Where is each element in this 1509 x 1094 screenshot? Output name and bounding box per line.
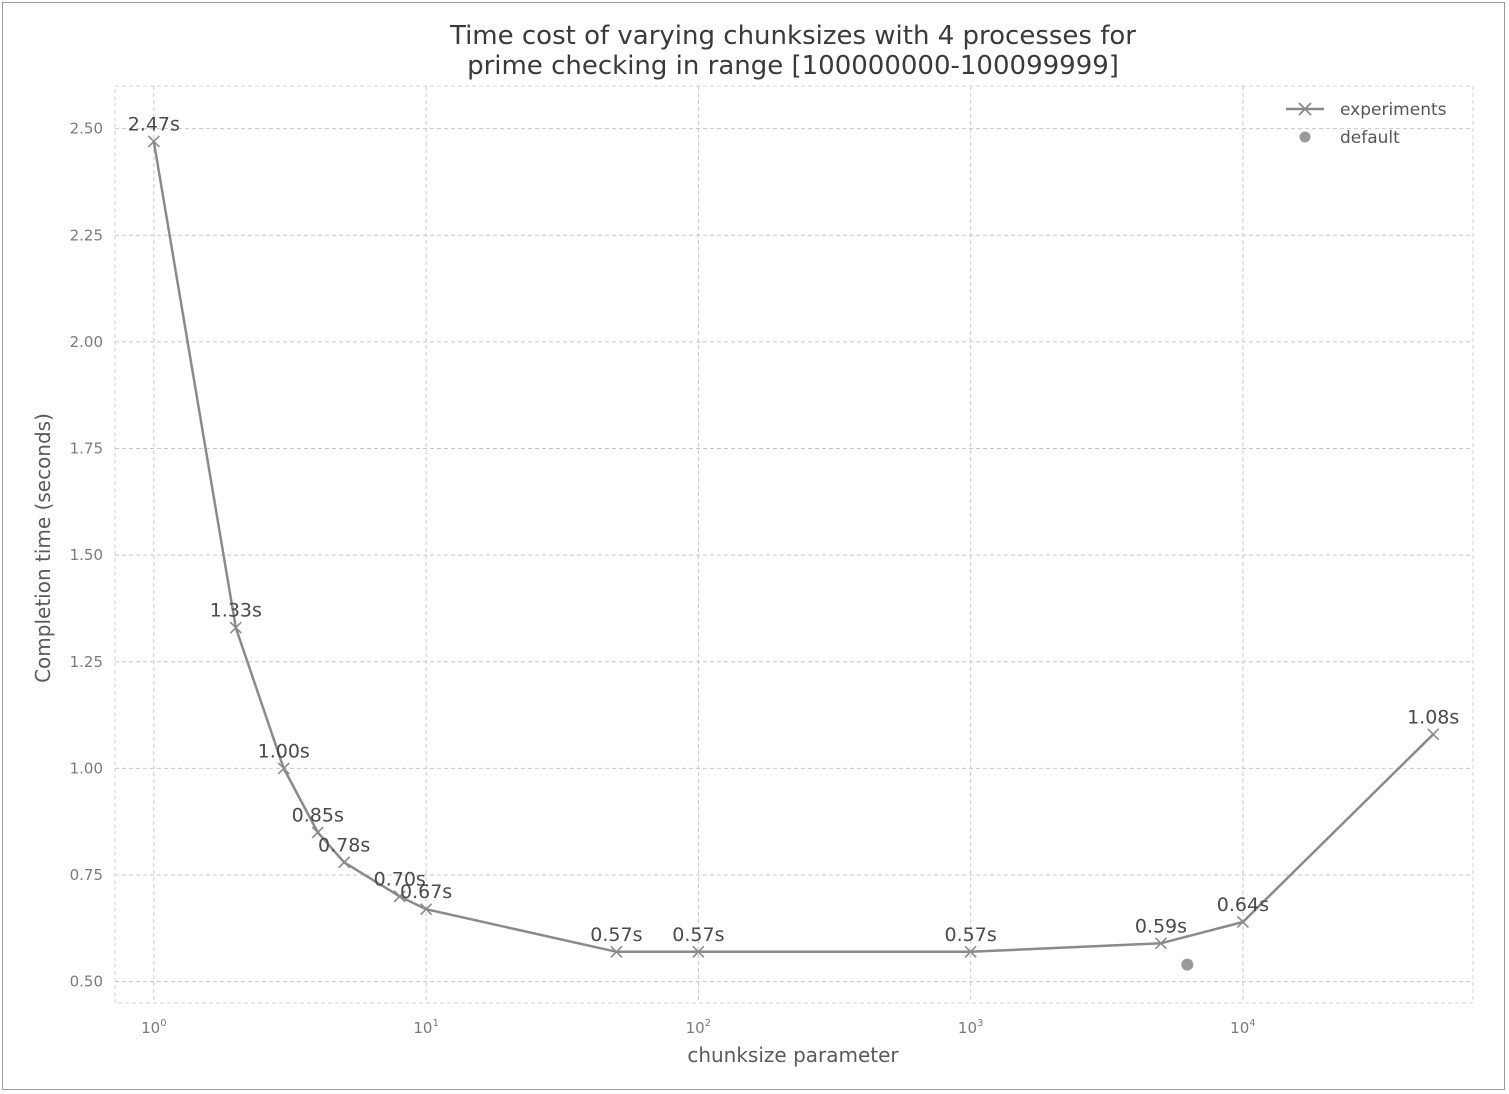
- data-point-experiments: [147, 135, 160, 148]
- data-label: 0.67s: [400, 881, 452, 903]
- y-tick-label: 0.75: [70, 866, 103, 884]
- data-point-experiments: [277, 762, 290, 775]
- data-label: 1.33s: [210, 600, 262, 622]
- x-tick-base: 10: [958, 1019, 977, 1037]
- x-tick-label: 104: [1230, 1018, 1255, 1037]
- legend-default-label: default: [1340, 128, 1400, 148]
- data-label: 0.59s: [1135, 915, 1187, 937]
- axis-ticks: 100 101 102 103 1040.500.751.001.251.501.752…: [70, 120, 1256, 1037]
- data-point-experiments: [338, 856, 351, 869]
- data-label: 0.70s: [374, 868, 426, 890]
- chart-title-line-1: Time cost of varying chunksizes with 4 p…: [449, 21, 1136, 51]
- x-axis-label: chunksize parameter: [687, 1043, 899, 1067]
- y-tick-label: 2.50: [70, 120, 103, 138]
- y-tick-label: 1.75: [70, 440, 103, 458]
- y-axis-label: Completion time (seconds): [31, 413, 55, 683]
- series-layer: [147, 135, 1440, 971]
- x-tick-base: 10: [686, 1019, 705, 1037]
- data-point-experiments: [692, 945, 705, 958]
- x-tick-exponent: 3: [977, 1018, 983, 1029]
- data-label: 0.57s: [672, 924, 724, 946]
- legend: experiments default: [1286, 100, 1447, 148]
- data-point-experiments: [1236, 915, 1249, 929]
- data-point-experiments: [1154, 937, 1168, 950]
- legend-default-marker: [1299, 131, 1311, 143]
- data-label: 0.85s: [292, 804, 344, 826]
- chart-title-line-2: prime checking in range [100000000-10009…: [467, 51, 1119, 81]
- y-tick-label: 1.00: [70, 759, 103, 777]
- data-label: 1.00s: [258, 740, 310, 762]
- data-point-experiments: [393, 890, 406, 903]
- grid-lines: [115, 86, 1473, 1003]
- data-label: 2.47s: [128, 113, 180, 135]
- data-point-experiments: [964, 945, 977, 958]
- x-tick-label: 102: [686, 1018, 711, 1037]
- x-tick-label: 100: [141, 1018, 166, 1037]
- x-tick-base: 10: [1230, 1019, 1249, 1037]
- x-tick-exponent: 1: [432, 1018, 438, 1029]
- x-tick-label: 103: [958, 1018, 983, 1037]
- y-tick-label: 2.00: [70, 333, 103, 351]
- data-point-experiments: [311, 826, 324, 839]
- x-tick-base: 10: [413, 1019, 432, 1037]
- y-tick-label: 1.50: [70, 546, 103, 564]
- data-label: 0.57s: [945, 924, 997, 946]
- data-point-experiments: [1427, 728, 1440, 741]
- x-tick-exponent: 2: [705, 1018, 711, 1029]
- legend-experiments-marker: [1298, 102, 1312, 116]
- y-tick-label: 1.25: [70, 653, 103, 671]
- data-label: 0.57s: [590, 924, 642, 946]
- x-tick-base: 10: [141, 1019, 160, 1037]
- data-label: 1.08s: [1407, 706, 1459, 728]
- data-label: 0.78s: [318, 834, 370, 856]
- data-point-default: [1181, 958, 1194, 971]
- data-point-experiments: [229, 621, 242, 634]
- plot-area: [114, 85, 1474, 1004]
- data-point-experiments: [420, 903, 433, 916]
- x-tick-label: 101: [413, 1018, 438, 1037]
- legend-experiments-label: experiments: [1340, 100, 1447, 120]
- y-tick-label: 2.25: [70, 226, 103, 244]
- y-tick-label: 0.50: [70, 973, 103, 991]
- x-tick-exponent: 4: [1249, 1018, 1255, 1029]
- data-point-experiments: [610, 945, 623, 958]
- x-tick-exponent: 0: [160, 1018, 166, 1029]
- data-label: 0.64s: [1217, 894, 1269, 916]
